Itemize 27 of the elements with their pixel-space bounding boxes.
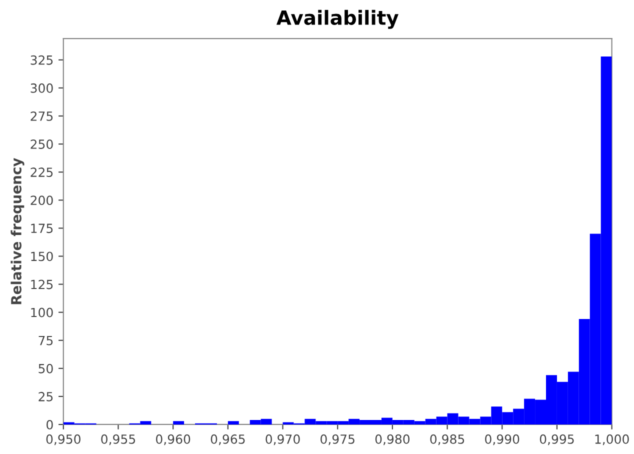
y-tick-label: 275 — [30, 111, 53, 121]
x-tick-label: 0,980 — [375, 434, 410, 446]
y-tick-label: 300 — [30, 83, 53, 93]
y-tick-label: 175 — [31, 224, 53, 234]
x-tick-label: 0,985 — [430, 434, 464, 446]
x-tick-label: 0,955 — [101, 434, 136, 446]
x-tick-label: 0,960 — [156, 434, 190, 446]
x-tick-label: 1,000 — [595, 434, 629, 446]
y-tick-label: 150 — [31, 252, 53, 262]
y-tick-label: 125 — [31, 280, 53, 290]
y-tick-label: 325 — [30, 55, 53, 65]
y-tick-label: 0 — [46, 420, 53, 430]
x-tick-label: 0,970 — [266, 434, 300, 446]
x-tick-label: 0,965 — [210, 434, 245, 446]
x-tick-label: 0,990 — [485, 434, 520, 446]
y-tick-label: 50 — [38, 364, 53, 374]
x-tick-label: 0,995 — [540, 434, 574, 446]
chart-title: Availability — [276, 10, 398, 29]
y-axis-title: Relative frequency — [10, 158, 24, 304]
y-tick-label: 75 — [38, 336, 53, 346]
y-tick-label: 225 — [30, 168, 53, 178]
y-tick-label: 250 — [30, 140, 53, 149]
y-tick-label: 100 — [31, 308, 53, 318]
x-tick-label: 0,950 — [46, 434, 80, 446]
y-tick-label: 200 — [30, 196, 53, 206]
x-tick-label: 0,975 — [320, 434, 354, 446]
y-tick-label: 25 — [38, 392, 53, 402]
